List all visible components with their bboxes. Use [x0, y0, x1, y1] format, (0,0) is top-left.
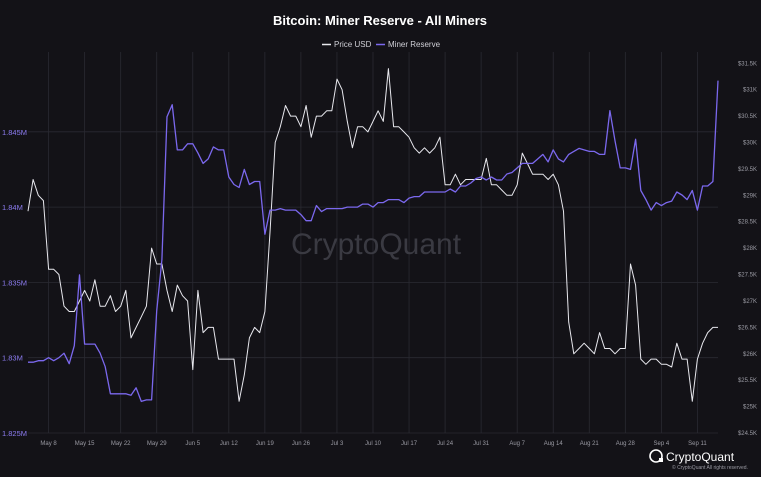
right-tick-label: $30K: [743, 141, 757, 147]
watermark: CryptoQuant: [291, 228, 462, 261]
x-tick-label: Aug 14: [544, 441, 564, 447]
x-tick-label: May 15: [75, 441, 95, 447]
x-tick-label: Jun 19: [256, 441, 275, 447]
cryptoquant-logo-icon: [649, 449, 663, 463]
right-tick-label: $31.5K: [738, 61, 757, 67]
right-tick-label: $30.5K: [738, 114, 757, 120]
right-tick-label: $27K: [743, 299, 757, 305]
right-tick-label: $27.5K: [738, 273, 757, 279]
x-tick-label: Jun 26: [292, 441, 311, 447]
miner-reserve-line: [28, 80, 719, 403]
right-axis: $24.5K $25K $25.5K $26K $26.5K $27K $27.5K $28K…: [738, 61, 757, 437]
copyright: © CryptoQuant All rights reserved.: [672, 464, 748, 471]
right-tick-label: $31K: [743, 88, 757, 94]
left-tick-label: 1.84M: [2, 203, 23, 212]
brand-name: CryptoQuant: [666, 450, 735, 464]
x-tick-label: Jul 24: [437, 441, 454, 447]
left-tick-label: 1.83M: [2, 354, 23, 363]
x-tick-label: Jul 3: [331, 441, 344, 447]
x-tick-label: Aug 21: [580, 441, 600, 447]
right-tick-label: $24.5K: [738, 431, 757, 437]
x-tick-label: Jun 12: [220, 441, 239, 447]
x-tick-label: Sep 11: [688, 441, 707, 447]
x-axis: May 8 May 15 May 22 May 29 Jun 5 Jun 12 Jun 19…: [40, 441, 707, 447]
left-axis: 1.825M 1.83M 1.835M 1.84M 1.845M: [2, 128, 27, 438]
x-tick-label: Jul 17: [401, 441, 418, 447]
legend-reserve-label[interactable]: Miner Reserve: [388, 40, 441, 49]
left-tick-label: 1.835M: [2, 278, 27, 287]
right-tick-label: $25.5K: [738, 378, 757, 384]
right-tick-label: $28.5K: [738, 220, 757, 226]
x-tick-label: May 8: [40, 441, 57, 447]
left-tick-label: 1.825M: [2, 429, 27, 438]
right-tick-label: $25K: [743, 405, 757, 411]
x-tick-label: May 29: [147, 441, 167, 447]
x-tick-label: May 22: [111, 441, 131, 447]
x-tick-label: Aug 7: [509, 441, 525, 447]
price-usd-line: [27, 68, 718, 402]
right-tick-label: $29K: [743, 193, 757, 199]
right-tick-label: $26K: [743, 352, 757, 358]
right-tick-label: $29.5K: [738, 167, 757, 173]
x-tick-label: Jul 10: [365, 441, 382, 447]
x-tick-label: Jul 31: [473, 441, 490, 447]
brand: CryptoQuant © CryptoQuant All rights res…: [649, 449, 748, 471]
right-tick-label: $26.5K: [738, 325, 757, 331]
chart-title: Bitcoin: Miner Reserve - All Miners: [273, 13, 487, 28]
grid: [28, 52, 718, 434]
legend-price-label[interactable]: Price USD: [334, 40, 372, 49]
x-tick-label: Sep 4: [654, 441, 670, 447]
x-tick-label: Aug 28: [616, 441, 636, 447]
right-tick-label: $28K: [743, 246, 757, 252]
left-tick-label: 1.845M: [2, 128, 27, 137]
x-tick-label: Jun 5: [185, 441, 200, 447]
legend: Price USD Miner Reserve: [322, 40, 441, 49]
